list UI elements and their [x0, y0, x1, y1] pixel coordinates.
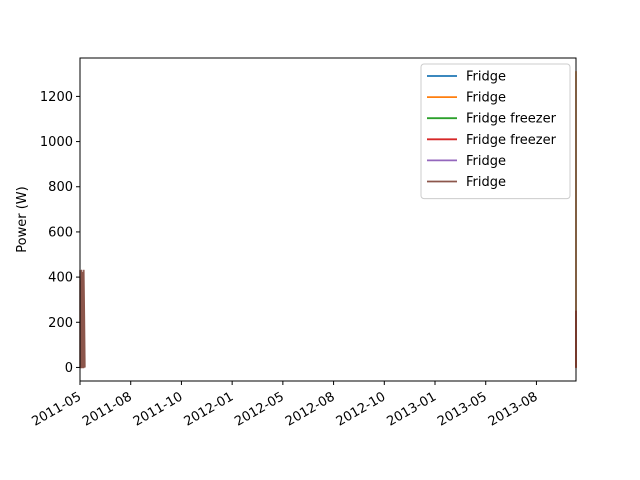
- y-tick-label: 1200: [40, 90, 73, 105]
- series-line-6: [79, 269, 86, 369]
- x-tick-label: 2012-10: [334, 389, 389, 429]
- x-tick-label: 2011-08: [80, 389, 135, 429]
- y-tick-label: 1000: [40, 135, 73, 150]
- legend-entry-label: Fridge: [466, 154, 506, 169]
- x-tick-label: 2012-08: [283, 389, 338, 429]
- legend-box: [420, 63, 571, 200]
- x-tick-label: 2013-08: [486, 389, 541, 429]
- y-tick-label: 200: [48, 316, 73, 331]
- x-tick-label: 2012-05: [232, 389, 287, 429]
- x-tick-label: 2011-10: [131, 389, 186, 429]
- legend-entry-label: Fridge freezer: [466, 112, 557, 127]
- plot-frame: [79, 57, 577, 382]
- legend-entry-label: Fridge: [466, 91, 506, 106]
- y-tick-label: 600: [48, 225, 73, 240]
- legend-entry-label: Fridge: [466, 175, 506, 190]
- x-tick-label: 2013-01: [384, 389, 439, 429]
- y-tick-label: 400: [48, 271, 73, 286]
- y-tick-label: 800: [48, 180, 73, 195]
- x-tick-label: 2012-01: [182, 389, 237, 429]
- y-tick-label: 0: [65, 361, 73, 376]
- legend-entry-label: Fridge freezer: [466, 133, 557, 148]
- legend-entry-label: Fridge: [466, 70, 506, 85]
- x-tick-label: 2013-05: [435, 389, 490, 429]
- x-tick-label: 2011-05: [29, 389, 84, 429]
- legend: Fridge Fridge Fridge freezer Fridge freezer…: [420, 63, 571, 200]
- y-axis-label: Power (W): [15, 186, 30, 252]
